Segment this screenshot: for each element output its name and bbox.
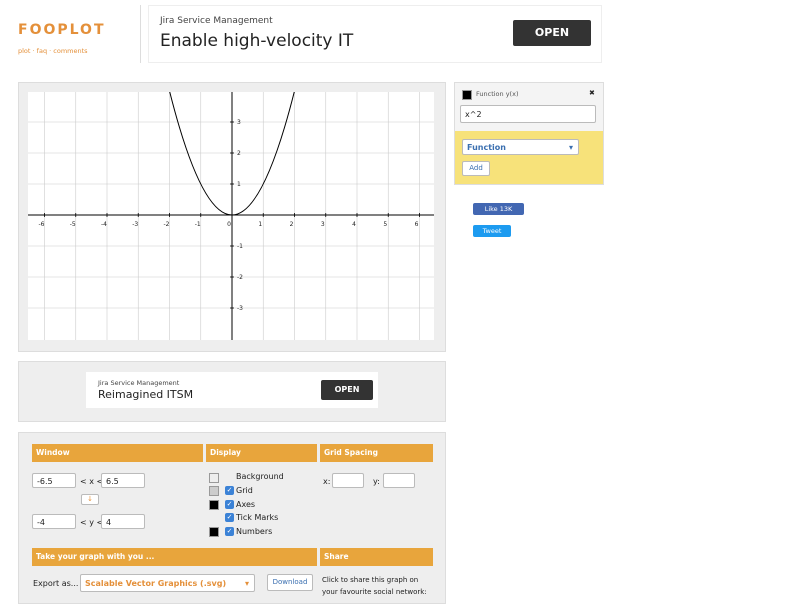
color-swatch[interactable] [209,486,219,496]
ad-headline: Enable high-velocity IT [160,31,354,51]
format-select[interactable]: Scalable Vector Graphics (.svg) ▾ [80,574,255,592]
ad-brand: Jira Service Management [160,16,273,26]
settings-panel: Window Display Grid Spacing -6.5 < x < 6… [18,432,446,604]
color-swatch[interactable] [209,500,219,510]
color-swatch[interactable] [462,90,472,100]
grid-spacing-header: Grid Spacing [320,444,433,462]
x-tick-label: 4 [352,221,356,228]
close-button[interactable]: ✖ [589,89,595,97]
logo[interactable]: FOOPLOT [18,22,106,38]
tweet-button[interactable]: Tweet [473,225,511,237]
like-button[interactable]: Like 13K [473,203,524,215]
decoration: ▾ [568,143,573,152]
nav-link[interactable]: faq [36,47,48,55]
x-tick-label: -5 [70,221,76,228]
export-label: Export as... [33,579,79,588]
checkbox[interactable]: ✓ [225,513,234,522]
xmin-input[interactable]: -6.5 [32,473,76,488]
ymin-input[interactable]: -4 [32,514,76,529]
y-tick-label: -1 [237,243,243,250]
y-tick-label: 3 [237,119,241,126]
x-range-label: < x < [80,477,104,486]
display-header: Display [206,444,317,462]
share-header: Share [320,548,433,566]
ad-brand: Jira Service Management [98,379,180,387]
window-header: Window [32,444,203,462]
graph[interactable]: -6 -5 -4 -3 -2 -1 0 1 2 3 4 5 6 3 2 1 -1 -2 -3 [28,92,434,340]
y-tick-label: 2 [237,150,241,157]
ymax-input[interactable]: 4 [101,514,145,529]
top-ad[interactable]: Jira Service Management Enable high-velo… [148,5,602,63]
checkbox[interactable]: ✓ [225,527,234,536]
x-tick-label: 2 [290,221,294,228]
swap-button[interactable]: ↓ [81,494,99,505]
nav: plot · faq · comments [18,47,88,55]
decoration [28,92,434,340]
decoration: ▾ [244,579,249,588]
checkbox[interactable]: ✓ [225,486,234,495]
x-tick-label: 3 [321,221,325,228]
x-tick-label: 0 [227,221,231,228]
download-button[interactable]: Download [267,574,313,591]
y-tick-label: 1 [237,181,241,188]
y-tick-label: -2 [237,274,243,281]
share-text: Click to share this graph on your favour… [322,576,427,596]
display-option: Axes [236,500,256,509]
x-tick-label: -6 [39,221,45,228]
add-button[interactable]: Add [462,161,490,176]
ad-headline: Reimagined ITSM [98,388,194,401]
function-panel: Function y(x) ✖ x^2 Function ▾ Add [454,82,604,185]
checkbox[interactable]: ✓ [225,500,234,509]
ad-button[interactable]: OPEN [513,20,591,46]
function-title: Function y(x) [476,90,519,98]
display-option: Grid [236,486,253,495]
mid-ad-panel: Jira Service Management Reimagined ITSM … [18,361,446,422]
grid-y-input[interactable] [383,473,415,488]
format-text: Scalable Vector Graphics (.svg) [85,579,227,588]
color-swatch[interactable] [209,473,219,483]
x-tick-label: 1 [258,221,262,228]
grid-y-label: y: [373,477,380,486]
color-swatch[interactable] [209,527,219,537]
ad-button[interactable]: OPEN [321,380,373,400]
display-option: Numbers [236,527,273,536]
x-tick-label: -2 [164,221,170,228]
x-tick-label: -4 [101,221,107,228]
expression-input[interactable]: x^2 [460,105,596,123]
display-option: Tick Marks [236,513,279,522]
xmax-input[interactable]: 6.5 [101,473,145,488]
divider [140,5,141,63]
type-select-text: Function [467,143,506,152]
type-select[interactable]: Function ▾ [462,139,579,155]
y-range-label: < y < [80,518,104,527]
grid-x-label: x: [323,477,331,486]
x-tick-label: -1 [195,221,201,228]
mid-ad[interactable]: Jira Service Management Reimagined ITSM … [86,372,378,408]
x-tick-label: 5 [383,221,387,228]
y-tick-label: -3 [237,305,243,312]
export-header: Take your graph with you ... [32,548,317,566]
x-tick-label: -3 [132,221,138,228]
grid-x-input[interactable] [332,473,364,488]
nav-link[interactable]: comments [53,47,88,55]
display-option: Background [236,472,284,481]
nav-link[interactable]: plot [18,47,31,55]
x-tick-label: 6 [415,221,419,228]
